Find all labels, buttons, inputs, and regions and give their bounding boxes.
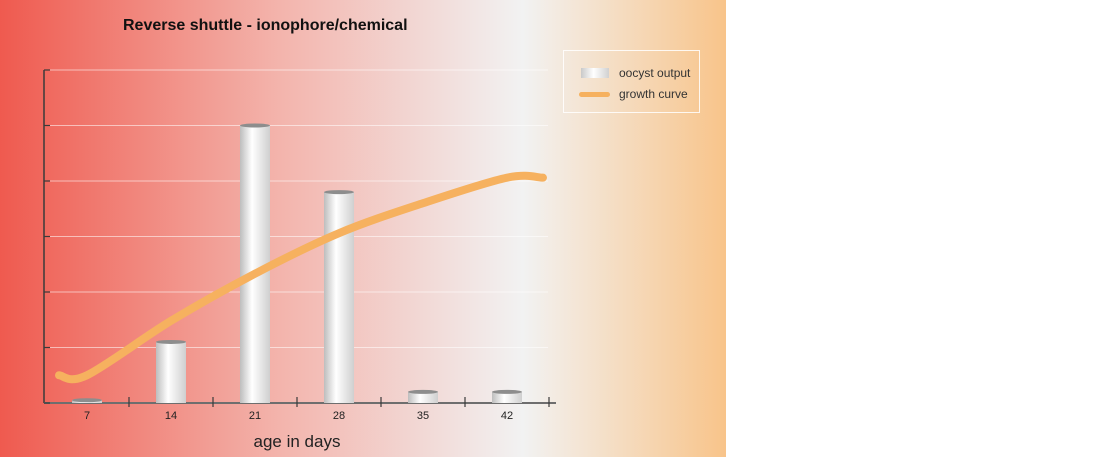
legend-label: oocyst output <box>619 66 691 80</box>
bar-top <box>240 123 270 128</box>
bar-top <box>492 389 522 394</box>
bar-oocyst-output <box>492 391 522 403</box>
chart-svg: 7 14 21 28 35 42 <box>43 69 556 422</box>
bar-top <box>156 339 186 344</box>
x-tick-labels: 7 14 21 28 35 42 <box>84 410 513 422</box>
legend-item-oocyst: oocyst output <box>564 64 701 82</box>
axes <box>43 69 556 407</box>
x-tick-label: 14 <box>165 410 177 422</box>
bar-oocyst-output <box>408 391 438 403</box>
growth-curve-layer <box>55 171 547 384</box>
x-tick-label: 7 <box>84 410 90 422</box>
bar-oocyst-output <box>156 341 186 403</box>
growth-curve-line <box>55 171 547 384</box>
x-tick-label: 35 <box>417 410 429 422</box>
bar-top <box>408 389 438 394</box>
bar-oocyst-output <box>324 192 354 403</box>
x-tick-label: 28 <box>333 410 345 422</box>
bar-swatch-icon <box>581 68 609 78</box>
legend: oocyst output growth curve <box>563 50 700 113</box>
x-axis-label: age in days <box>253 432 341 451</box>
bar-top <box>72 398 102 403</box>
x-tick-label: 21 <box>249 410 261 422</box>
grid-lines <box>44 69 548 348</box>
chart-title: Reverse shuttle - ionophore/chemical <box>123 17 408 34</box>
line-swatch-icon <box>579 92 610 97</box>
bar-top <box>324 190 354 195</box>
chart-panel: 7 14 21 28 35 42 Reverse shuttle - ionophore/… <box>0 0 726 457</box>
legend-label: growth curve <box>619 87 688 101</box>
bars <box>72 123 522 403</box>
x-tick-label: 42 <box>501 410 513 422</box>
legend-item-growth: growth curve <box>564 85 701 103</box>
